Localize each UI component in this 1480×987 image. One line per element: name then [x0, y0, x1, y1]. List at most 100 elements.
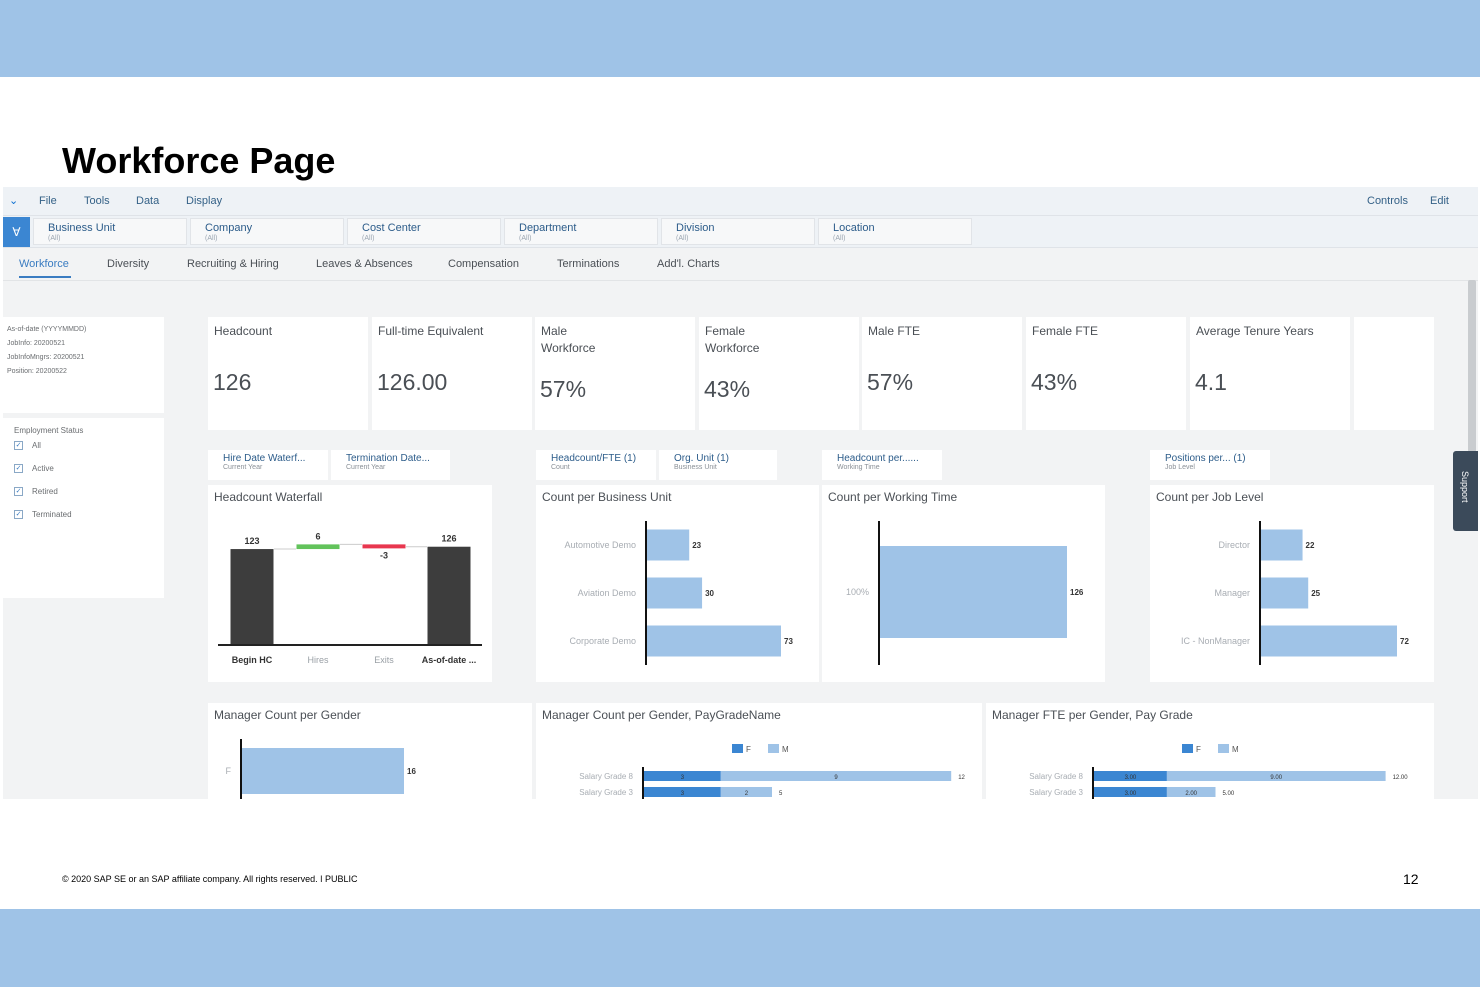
scrollbar-track[interactable] [1467, 281, 1476, 799]
filter-department[interactable]: Department (All) [504, 218, 658, 245]
data-label: -3 [380, 550, 388, 560]
chart-manager-count-gender[interactable]: Manager Count per Gender F 16 [208, 703, 532, 799]
support-tab[interactable]: Support [1453, 451, 1478, 531]
segment-label: 3 [681, 775, 685, 781]
menu-data[interactable]: Data [136, 195, 160, 207]
kpi-label: Female FTE [1032, 324, 1099, 338]
filter-business-unit[interactable]: Business Unit (All) [33, 218, 187, 245]
category-label: 100% [846, 587, 869, 597]
subheader-subtitle: Job Level [1165, 464, 1195, 471]
chart-count-business-unit[interactable]: Count per Business Unit Automotive Demo 2… [536, 485, 819, 682]
chart-headcount-waterfall[interactable]: Headcount Waterfall 123 Begin HC 6 Hires -3 E… [208, 485, 492, 682]
kpi-label: Female Workforce [705, 324, 760, 355]
filter-value: (All) [833, 235, 846, 242]
kpi-headcount[interactable]: Headcount 126 [208, 317, 368, 430]
manager-gender-paygrade-chart-svg: F M Salary Grade 8 3 9 12 Salary Grade 3 3 2 5 [579, 744, 966, 799]
filter-company[interactable]: Company (All) [190, 218, 344, 245]
tab-compensation[interactable]: Compensation [448, 258, 519, 270]
checkbox-checked-icon[interactable]: ✓ [14, 464, 23, 473]
subheader-title: Headcount per...... [837, 453, 919, 464]
data-label: 72 [1400, 637, 1409, 646]
chart-manager-fte-gender-paygrade[interactable]: Manager FTE per Gender, Pay Grade F M Sala… [986, 703, 1434, 799]
waterfall-chart-svg: 123 Begin HC 6 Hires -3 Exits 126 As-of-date ..… [218, 531, 482, 665]
chart-manager-count-gender-paygrade[interactable]: Manager Count per Gender, PayGradeName F… [536, 703, 982, 799]
segment-label: 2.00 [1185, 791, 1197, 797]
info-line: Position: 20200522 [7, 368, 67, 375]
kpi-male-workforce[interactable]: Male Workforce 57% [535, 317, 695, 430]
scrollbar-thumb[interactable] [1468, 280, 1476, 452]
checkbox-checked-icon[interactable]: ✓ [14, 510, 23, 519]
subheader-headcount-fte[interactable]: Headcount/FTE (1) Count [536, 450, 656, 480]
employment-status-title: Employment Status [14, 426, 84, 435]
subheader-termination-date[interactable]: Termination Date... Current Year [331, 450, 450, 480]
bar [242, 748, 404, 794]
filter-cost-center[interactable]: Cost Center (All) [347, 218, 501, 245]
kpi-label: Average Tenure Years [1196, 324, 1314, 338]
subheader-org-unit[interactable]: Org. Unit (1) Business Unit [659, 450, 777, 480]
filter-label: Location [833, 222, 875, 234]
kpi-female-workforce[interactable]: Female Workforce 43% [699, 317, 859, 430]
status-option-terminated[interactable]: ✓ Terminated [14, 510, 153, 533]
stacked-bar-segment [644, 771, 721, 781]
status-option-retired[interactable]: ✓ Retired [14, 487, 153, 510]
tab-recruiting-hiring[interactable]: Recruiting & Hiring [187, 258, 279, 270]
tab-terminations[interactable]: Terminations [557, 258, 620, 270]
chevron-down-icon[interactable]: ⌄ [9, 195, 19, 207]
menu-file[interactable]: File [39, 195, 57, 207]
kpi-label: Full-time Equivalent [378, 324, 484, 338]
stacked-bar-segment [644, 787, 721, 797]
filter-value: (All) [205, 235, 218, 242]
checkbox-checked-icon[interactable]: ✓ [14, 441, 23, 450]
legend-label: F [1196, 745, 1201, 754]
bar [880, 546, 1067, 638]
status-option-all[interactable]: ✓ All [14, 441, 153, 464]
subheader-subtitle: Business Unit [674, 464, 717, 471]
kpi-male-fte[interactable]: Male FTE 57% [862, 317, 1022, 430]
subheader-title: Positions per... (1) [1165, 453, 1246, 464]
subheader-headcount-per[interactable]: Headcount per...... Working Time [822, 450, 942, 480]
chart-title: Manager Count per Gender [214, 708, 361, 722]
chart-count-working-time[interactable]: Count per Working Time 100% 126 [822, 485, 1105, 682]
menu-display[interactable]: Display [186, 195, 223, 207]
bar [647, 529, 690, 561]
data-label: 126 [1070, 588, 1084, 597]
kpi-average-tenure[interactable]: Average Tenure Years 4.1 [1190, 317, 1350, 430]
subheader-title: Hire Date Waterf... [223, 453, 306, 464]
stacked-bar-segment [1094, 771, 1167, 781]
chart-count-job-level[interactable]: Count per Job Level Director 22 Manager 25 I… [1150, 485, 1434, 682]
bar [647, 577, 703, 609]
menu-tools[interactable]: Tools [84, 195, 110, 207]
filter-location[interactable]: Location (All) [818, 218, 972, 245]
kpi-value: 126.00 [377, 369, 448, 395]
legend-label: M [782, 745, 789, 754]
data-label: 123 [244, 536, 259, 546]
tab-workforce[interactable]: Workforce [19, 258, 69, 270]
kpi-empty-tile [1354, 317, 1434, 430]
kpi-female-fte[interactable]: Female FTE 43% [1026, 317, 1186, 430]
checkbox-checked-icon[interactable]: ✓ [14, 487, 23, 496]
bar [1261, 625, 1397, 657]
status-option-label: All [32, 441, 41, 450]
status-option-active[interactable]: ✓ Active [14, 464, 153, 487]
kpi-fte[interactable]: Full-time Equivalent 126.00 [372, 317, 532, 430]
category-label: Salary Grade 3 [579, 788, 633, 797]
subheader-subtitle: Count [551, 464, 570, 471]
segment-label: 9.00 [1270, 775, 1282, 781]
info-line: JobInfoMngrs: 20200521 [7, 354, 85, 361]
menu-edit[interactable]: Edit [1430, 195, 1449, 207]
subheader-positions-per[interactable]: Positions per... (1) Job Level [1150, 450, 1270, 480]
tab-leaves-absences[interactable]: Leaves & Absences [316, 258, 413, 270]
tab-addl-charts[interactable]: Add'l. Charts [657, 258, 720, 270]
total-label: 12 [958, 775, 965, 781]
category-label: F [226, 766, 232, 776]
legend-swatch-f [1182, 744, 1193, 753]
filter-icon[interactable]: ∀ [3, 217, 30, 247]
total-label: 5.00 [1223, 791, 1235, 797]
segment-label: 3.00 [1125, 791, 1137, 797]
filter-division[interactable]: Division (All) [661, 218, 815, 245]
menu-controls[interactable]: Controls [1367, 195, 1408, 207]
data-label: 16 [407, 767, 416, 776]
stacked-bar-segment [720, 787, 772, 797]
tab-diversity[interactable]: Diversity [107, 258, 150, 270]
subheader-hire-date-waterfall[interactable]: Hire Date Waterf... Current Year [208, 450, 328, 480]
